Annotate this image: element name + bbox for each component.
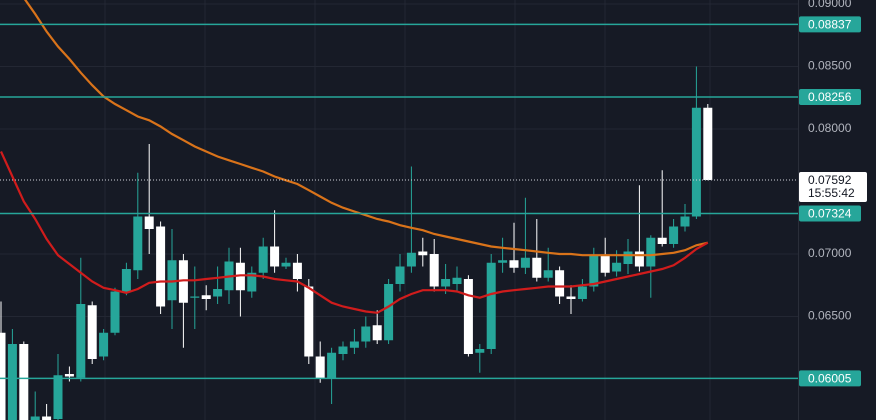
candle-body [349, 341, 359, 348]
candle-body [110, 291, 120, 333]
candle-body [418, 251, 428, 256]
plot-area [0, 0, 713, 420]
candle-body [201, 295, 211, 299]
candle-body [600, 255, 610, 273]
candle-body [53, 375, 63, 419]
level-label: 0.08837 [808, 18, 852, 32]
candle-body [281, 262, 291, 267]
candle-body [292, 262, 302, 279]
level-label-bg [799, 370, 861, 387]
candle-body [384, 284, 394, 341]
candle-body [270, 246, 280, 267]
candle-body [634, 251, 644, 267]
candle-body [121, 269, 131, 292]
candle-body [623, 251, 633, 264]
candle-body [30, 416, 40, 420]
candle-body [247, 272, 257, 292]
candle-body [304, 286, 314, 357]
vertical-grid [104, 0, 711, 420]
candle-body [133, 216, 143, 271]
candle-body [156, 226, 166, 307]
countdown-label: 15:55:42 [808, 186, 855, 200]
candle-body [42, 416, 52, 420]
level-label-bg [799, 205, 861, 222]
candle-body [566, 296, 576, 299]
candle-body [543, 270, 553, 278]
candle-body [144, 216, 154, 229]
candle-body [315, 356, 325, 379]
candle-body [7, 344, 17, 420]
candle-body [64, 374, 74, 377]
level-label: 0.06005 [808, 372, 852, 386]
candle-body [577, 286, 587, 299]
candle-body [646, 237, 656, 267]
level-label: 0.07324 [808, 207, 852, 221]
candle-body [657, 237, 667, 244]
candle-body [190, 296, 200, 298]
candle-body [589, 255, 599, 287]
candle-body [76, 304, 86, 378]
y-tick-label: 0.06500 [808, 309, 852, 323]
candle-body [167, 260, 177, 301]
candle-body [406, 252, 416, 267]
candle-body [669, 226, 679, 244]
candle-body [178, 260, 188, 303]
candle-body [612, 262, 622, 272]
candle-body [213, 289, 223, 297]
candle-body [441, 279, 451, 287]
y-tick-label: 0.08500 [808, 59, 852, 73]
candle-body [691, 107, 701, 217]
candle-body [532, 257, 542, 278]
ma-line [0, 151, 709, 314]
candle-body [452, 277, 462, 284]
candle-body [463, 279, 473, 354]
candle-body [361, 326, 371, 342]
candle-body [87, 305, 97, 359]
candle-body [395, 266, 405, 284]
y-tick-label: 0.09000 [808, 0, 852, 10]
level-label-bg [799, 16, 861, 33]
candle-body [555, 270, 565, 297]
level-label-bg [799, 89, 861, 105]
y-tick-label: 0.08000 [808, 121, 852, 135]
candle-body [520, 257, 530, 268]
candle-body [258, 246, 268, 273]
candle-body [235, 262, 245, 291]
last-price-label-bg [799, 172, 867, 202]
candle-body [99, 332, 109, 357]
candle-body [486, 262, 496, 349]
candle-body [475, 349, 485, 353]
candle-body [429, 254, 439, 287]
ma-line [24, 0, 709, 257]
candle-body [372, 325, 382, 341]
candle-body [338, 346, 348, 354]
candle-body [680, 216, 690, 227]
candle-body [509, 260, 519, 268]
y-tick-label: 0.07000 [808, 246, 852, 260]
candle-body [327, 352, 337, 379]
candle-body [498, 260, 508, 263]
level-label: 0.08256 [808, 90, 852, 104]
last-price-label: 0.07592 [808, 173, 852, 187]
candle-body [19, 344, 29, 420]
candle-body [0, 332, 6, 420]
candle-body [703, 107, 713, 180]
